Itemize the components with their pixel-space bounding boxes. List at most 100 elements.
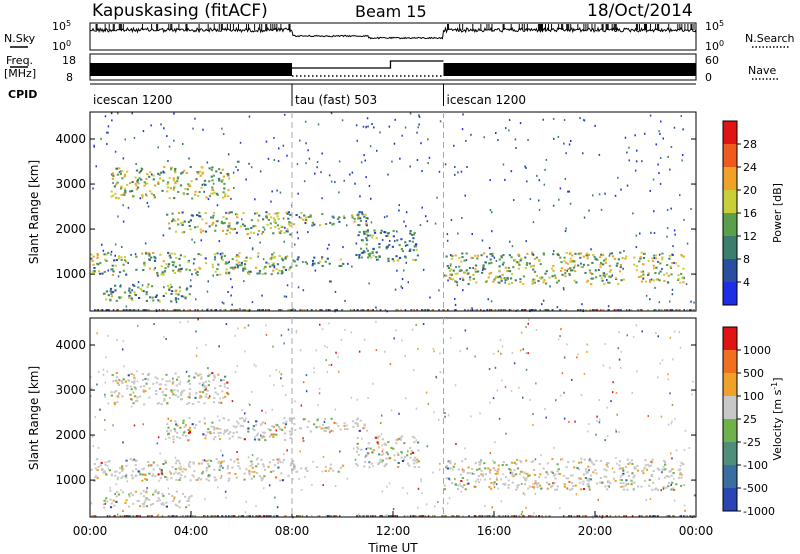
- heatmap-cell: [469, 309, 472, 312]
- heatmap-cell: [211, 421, 214, 424]
- heatmap-cell: [534, 482, 537, 485]
- heatmap-cell: [187, 309, 189, 311]
- heatmap-cell: [379, 515, 381, 517]
- heatmap-cell: [207, 459, 210, 462]
- heatmap-cell: [672, 358, 674, 361]
- heatmap-cell: [688, 447, 691, 449]
- heatmap-cell: [216, 193, 219, 196]
- heatmap-cell: [197, 172, 200, 175]
- heatmap-cell: [609, 269, 612, 272]
- heatmap-cell: [206, 515, 209, 517]
- heatmap-cell: [512, 473, 515, 476]
- heatmap-cell: [163, 398, 166, 400]
- heatmap-cell: [651, 257, 654, 260]
- heatmap-cell: [375, 320, 377, 323]
- heatmap-cell: [216, 252, 219, 255]
- heatmap-cell: [198, 420, 201, 423]
- heatmap-cell: [353, 217, 356, 220]
- heatmap-cell: [307, 231, 309, 234]
- heatmap-cell: [681, 463, 684, 466]
- heatmap-cell: [224, 309, 227, 311]
- heatmap-cell: [187, 221, 190, 223]
- heatmap-cell: [506, 276, 509, 279]
- heatmap-cell: [165, 380, 168, 383]
- heatmap-cell: [321, 328, 324, 331]
- heatmap-cell: [409, 452, 413, 455]
- heatmap-cell: [579, 252, 582, 255]
- heatmap-cell: [152, 493, 155, 496]
- heatmap-cell: [105, 259, 108, 262]
- colorbar-tick-label: -25: [743, 436, 761, 449]
- heatmap-cell: [420, 142, 422, 145]
- heatmap-cell: [150, 503, 153, 506]
- heatmap-cell: [635, 246, 638, 249]
- heatmap-cell: [371, 123, 373, 125]
- heatmap-cell: [142, 379, 145, 381]
- heatmap-cell: [177, 309, 180, 311]
- heatmap-cell: [219, 253, 222, 255]
- heatmap-cell: [185, 172, 188, 174]
- heatmap-cell: [285, 230, 288, 233]
- heatmap-cell: [295, 214, 298, 216]
- heatmap-cell: [194, 515, 196, 517]
- heatmap-cell: [372, 515, 374, 517]
- heatmap-cell: [363, 423, 366, 426]
- heatmap-cell: [143, 184, 146, 187]
- heatmap-cell: [532, 253, 535, 256]
- heatmap-cell: [218, 438, 222, 441]
- heatmap-cell: [618, 515, 620, 517]
- velocity-xlabel: Time UT: [367, 541, 418, 554]
- heatmap-cell: [180, 474, 183, 477]
- heatmap-cell: [136, 396, 139, 399]
- heatmap-cell: [253, 429, 256, 432]
- power-ylabel: Slant Range [km]: [27, 160, 41, 264]
- heatmap-cell: [211, 186, 214, 189]
- heatmap-cell: [678, 476, 681, 479]
- heatmap-cell: [177, 190, 180, 193]
- date-label: 18/Oct/2014: [587, 1, 693, 21]
- heatmap-cell: [277, 217, 280, 220]
- heatmap-cell: [219, 462, 223, 465]
- heatmap-cell: [289, 437, 292, 440]
- heatmap-cell: [232, 267, 235, 270]
- heatmap-cell: [198, 191, 201, 193]
- heatmap-cell: [121, 177, 124, 180]
- heatmap-cell: [232, 228, 235, 231]
- heatmap-cell: [107, 131, 109, 134]
- heatmap-cell: [313, 371, 315, 374]
- heatmap-cell: [655, 332, 657, 334]
- heatmap-cell: [667, 274, 670, 277]
- heatmap-cell: [626, 458, 629, 461]
- heatmap-cell: [657, 163, 659, 166]
- heatmap-cell: [224, 395, 227, 398]
- heatmap-cell: [408, 240, 411, 243]
- heatmap-cell: [417, 466, 420, 469]
- heatmap-cell: [146, 498, 149, 501]
- heatmap-cell: [398, 437, 401, 440]
- heatmap-cell: [368, 282, 370, 285]
- heatmap-cell: [396, 230, 398, 233]
- heatmap-cell: [227, 393, 230, 396]
- heatmap-cell: [133, 386, 136, 389]
- heatmap-cell: [494, 366, 497, 369]
- heatmap-cell: [497, 139, 499, 142]
- heatmap-cell: [148, 498, 151, 501]
- heatmap-cell: [365, 217, 368, 219]
- heatmap-cell: [262, 515, 265, 517]
- mode-dividers: [291, 112, 444, 517]
- heatmap-cell: [224, 193, 227, 196]
- heatmap-cell: [689, 309, 691, 311]
- heatmap-cell: [201, 172, 204, 175]
- heatmap-cell: [334, 309, 336, 311]
- heatmap-cell: [607, 281, 610, 284]
- heatmap-cell: [454, 462, 456, 465]
- heatmap-cell: [363, 251, 366, 254]
- heatmap-cell: [341, 309, 343, 311]
- heatmap-cell: [207, 475, 210, 478]
- heatmap-cell: [442, 309, 444, 311]
- heatmap-cell: [473, 485, 476, 488]
- heatmap-cell: [122, 204, 124, 207]
- heatmap-cell: [368, 461, 370, 464]
- heatmap-cell: [458, 265, 461, 268]
- heatmap-cell: [219, 431, 222, 434]
